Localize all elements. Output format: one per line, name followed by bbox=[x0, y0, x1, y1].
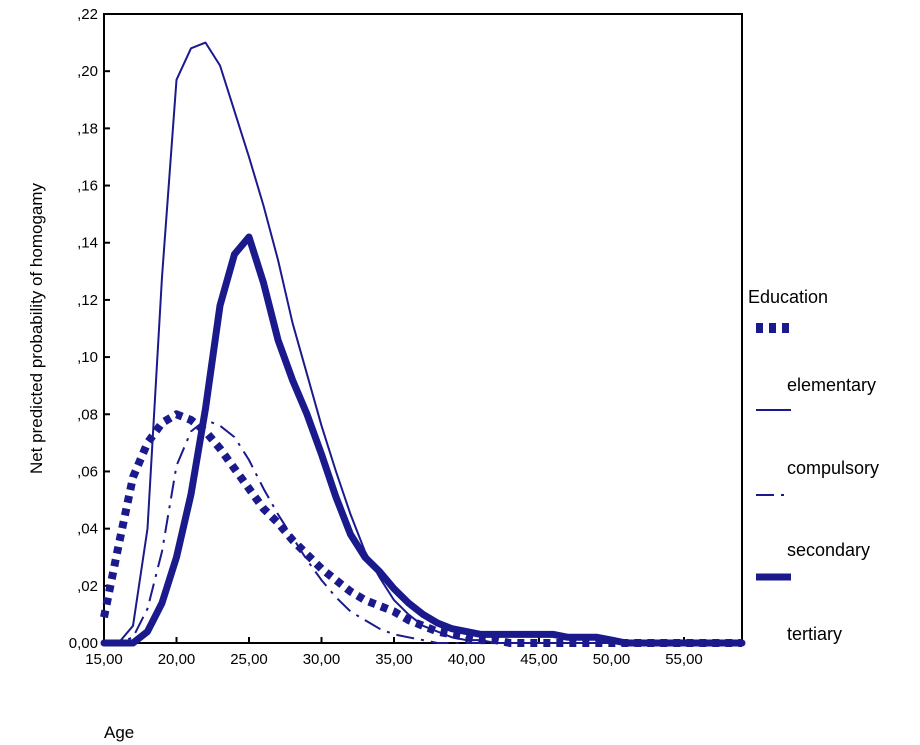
legend-label-tertiary: tertiary bbox=[787, 624, 842, 644]
x-tick-label: 50,00 bbox=[593, 651, 631, 668]
y-axis-label: Net predicted probability of homogamy bbox=[27, 182, 46, 474]
y-tick-label: ,10 bbox=[77, 349, 98, 366]
plot-frame bbox=[103, 13, 743, 644]
y-tick-label: ,08 bbox=[77, 406, 98, 423]
y-tick-label: ,18 bbox=[77, 120, 98, 137]
x-axis-label: Age bbox=[104, 723, 134, 742]
y-axis: 0,00 ,02 ,04 ,06 ,08 ,10 ,12 ,14 ,16 ,18 ,20 ,22 bbox=[69, 6, 110, 652]
y-tick-label: ,06 bbox=[77, 463, 98, 480]
legend-title: Education bbox=[748, 287, 828, 307]
x-axis: 15,00 20,00 25,00 30,00 35,00 40,00 45,00 50,00… bbox=[85, 637, 703, 668]
y-tick-label: ,14 bbox=[77, 235, 98, 252]
y-tick-label: 0,00 bbox=[69, 635, 98, 652]
series-line-tertiary bbox=[100, 233, 746, 647]
y-tick-label: ,04 bbox=[77, 521, 98, 538]
y-tick-label: ,22 bbox=[77, 6, 98, 23]
legend: Education elementary compulsory secondary t… bbox=[748, 287, 879, 644]
x-tick-label: 25,00 bbox=[230, 651, 268, 668]
y-tick-label: ,02 bbox=[77, 578, 98, 595]
x-tick-label: 20,00 bbox=[158, 651, 196, 668]
x-tick-label: 30,00 bbox=[303, 651, 341, 668]
x-tick-label: 45,00 bbox=[520, 651, 558, 668]
series-line-compulsory bbox=[103, 41, 743, 644]
x-tick-label: 55,00 bbox=[665, 651, 703, 668]
y-tick-label: ,20 bbox=[77, 63, 98, 80]
legend-label-compulsory: compulsory bbox=[787, 458, 879, 478]
x-tick-label: 35,00 bbox=[375, 651, 413, 668]
x-tick-label: 15,00 bbox=[85, 651, 123, 668]
legend-label-elementary: elementary bbox=[787, 375, 876, 395]
series-line-secondary bbox=[104, 419, 742, 644]
x-tick-label: 40,00 bbox=[448, 651, 486, 668]
series-layer bbox=[100, 41, 746, 647]
legend-label-secondary: secondary bbox=[787, 540, 870, 560]
y-tick-label: ,12 bbox=[77, 292, 98, 309]
y-tick-label: ,16 bbox=[77, 178, 98, 195]
